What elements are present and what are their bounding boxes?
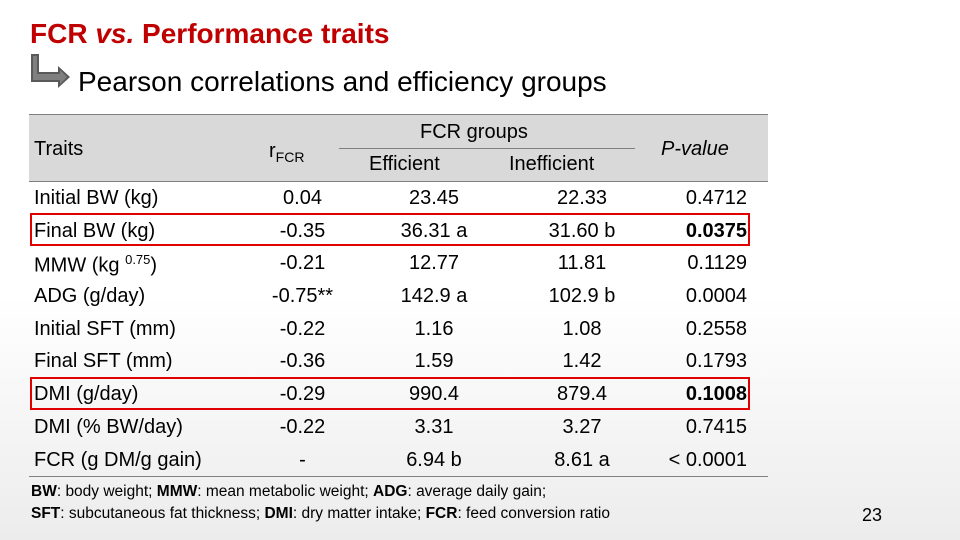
table-row: Initial SFT (mm) -0.22 1.16 1.08 0.2558 xyxy=(29,313,768,346)
cell-r-fcr: -0.21 xyxy=(279,252,326,275)
cell-efficient: 36.31 a xyxy=(400,219,468,242)
page-number: 23 xyxy=(862,505,883,525)
cell-r-fcr: -0.35 xyxy=(279,219,326,242)
cell-p-value: 0.2558 xyxy=(685,317,747,340)
cell-trait: Final SFT (mm) xyxy=(34,350,173,373)
cell-trait: DMI (% BW/day) xyxy=(34,415,183,438)
slide-subtitle: Pearson correlations and efficiency grou… xyxy=(78,66,607,97)
footnote-abbr: FCR xyxy=(425,505,458,522)
cell-inefficient: 11.81 xyxy=(557,252,607,275)
cell-r-fcr: -0.29 xyxy=(279,383,326,406)
cell-trait: ADG (g/day) xyxy=(34,285,146,308)
footnote: BW: body weight; MMW: mean metabolic wei… xyxy=(31,481,610,525)
table-row: FCR (g DM/g gain) - 6.94 b 8.61 a < 0.0001 xyxy=(29,444,768,477)
cell-p-value: 0.1129 xyxy=(687,252,747,275)
cell-trait: Initial BW (kg) xyxy=(34,187,159,209)
footnote-line-1: BW: body weight; MMW: mean metabolic wei… xyxy=(31,481,610,503)
cell-inefficient: 31.60 b xyxy=(548,219,616,242)
cell-trait: Final BW (kg) xyxy=(34,219,156,242)
cell-trait: MMW (kg 0.75) xyxy=(34,252,158,278)
table-row: DMI (g/day) -0.29 990.4 879.4 0.1008 xyxy=(29,378,768,411)
footnote-abbr: ADG xyxy=(373,483,408,500)
header-fcr-groups: FCR groups xyxy=(420,121,528,143)
cell-p-value: 0.4712 xyxy=(685,187,747,209)
table-row: DMI (% BW/day) -0.22 3.31 3.27 0.7415 xyxy=(29,411,768,444)
cell-r-fcr: -0.36 xyxy=(279,350,326,373)
table-bottom-rule xyxy=(29,476,768,478)
table-row: ADG (g/day) -0.75** 142.9 a 102.9 b 0.0004 xyxy=(29,280,768,313)
cell-r-fcr: -0.22 xyxy=(279,415,326,438)
cell-efficient: 1.59 xyxy=(414,350,454,373)
table-row: MMW (kg 0.75) -0.21 12.77 11.81 0.1129 xyxy=(29,247,768,280)
table-row: Final BW (kg) -0.35 36.31 a 31.60 b 0.0375 xyxy=(29,215,768,248)
cell-trait: FCR (g DM/g gain) xyxy=(34,448,202,471)
header-traits: Traits xyxy=(34,138,84,160)
cell-inefficient: 8.61 a xyxy=(554,448,610,471)
footnote-abbr: SFT xyxy=(31,505,61,522)
cell-p-value: < 0.0001 xyxy=(668,448,747,471)
footnote-definition: : mean metabolic weight; xyxy=(197,483,373,500)
table-header: Traits rFCR FCR groups Efficient Ineffic… xyxy=(29,114,768,182)
footnote-definition: : dry matter intake; xyxy=(292,505,426,522)
cell-inefficient: 22.33 xyxy=(556,187,608,209)
cell-inefficient: 3.27 xyxy=(562,415,602,438)
header-inefficient: Inefficient xyxy=(509,153,595,175)
cell-efficient: 6.94 b xyxy=(406,448,462,471)
cell-r-fcr: - xyxy=(299,448,306,471)
table-row: Initial BW (kg) 0.04 23.45 22.33 0.4712 xyxy=(29,182,768,215)
cell-inefficient: 1.42 xyxy=(562,350,602,373)
footnote-definition: : feed conversion ratio xyxy=(457,505,610,522)
title-rest: Performance traits xyxy=(134,18,390,49)
cell-efficient: 23.45 xyxy=(408,187,460,209)
cell-p-value: 0.1793 xyxy=(685,350,747,373)
cell-r-fcr: 0.04 xyxy=(283,187,322,209)
cell-p-value: 0.7415 xyxy=(685,415,747,438)
cell-efficient: 990.4 xyxy=(408,383,460,406)
highlight-final-bw xyxy=(30,213,750,246)
table-body: Initial BW (kg) 0.04 23.45 22.33 0.4712 Final… xyxy=(29,182,768,476)
cell-efficient: 12.77 xyxy=(408,252,460,275)
title-vs: vs. xyxy=(95,18,135,49)
cell-r-fcr: -0.75** xyxy=(271,285,334,308)
header-p-value: P-value xyxy=(661,138,729,160)
footnote-abbr: MMW xyxy=(156,483,198,500)
footnote-line-2: SFT: subcutaneous fat thickness; DMI: dr… xyxy=(31,503,610,525)
cell-p-value: 0.0375 xyxy=(685,219,747,242)
cell-inefficient: 1.08 xyxy=(562,317,602,340)
header-efficient: Efficient xyxy=(369,153,440,175)
cell-p-value: 0.0004 xyxy=(685,285,747,308)
footnote-definition: : subcutaneous fat thickness; xyxy=(60,505,265,522)
correlation-table: Traits rFCR FCR groups Efficient Ineffic… xyxy=(29,114,768,478)
footnote-definition: : body weight; xyxy=(56,483,157,500)
footnote-abbr: BW xyxy=(31,483,57,500)
cell-trait: DMI (g/day) xyxy=(34,383,139,406)
cell-efficient: 3.31 xyxy=(414,415,454,438)
cell-efficient: 142.9 a xyxy=(400,285,468,308)
highlight-dmi xyxy=(30,377,750,410)
table-row: Final SFT (mm) -0.36 1.59 1.42 0.1793 xyxy=(29,345,768,378)
cell-p-value: 0.1008 xyxy=(685,383,747,406)
header-group-divider xyxy=(339,148,635,149)
cell-efficient: 1.16 xyxy=(414,317,454,340)
header-r-fcr: rFCR xyxy=(269,140,305,165)
cell-r-fcr: -0.22 xyxy=(279,317,326,340)
cell-trait: Initial SFT (mm) xyxy=(34,317,176,340)
cell-inefficient: 102.9 b xyxy=(548,285,616,308)
slide-title: FCR vs. Performance traits xyxy=(30,18,389,50)
footnote-abbr: DMI xyxy=(264,505,293,522)
cell-inefficient: 879.4 xyxy=(556,383,608,406)
title-main: FCR xyxy=(30,18,96,49)
bent-arrow-icon xyxy=(31,54,70,88)
footnote-definition: : average daily gain; xyxy=(407,483,547,500)
